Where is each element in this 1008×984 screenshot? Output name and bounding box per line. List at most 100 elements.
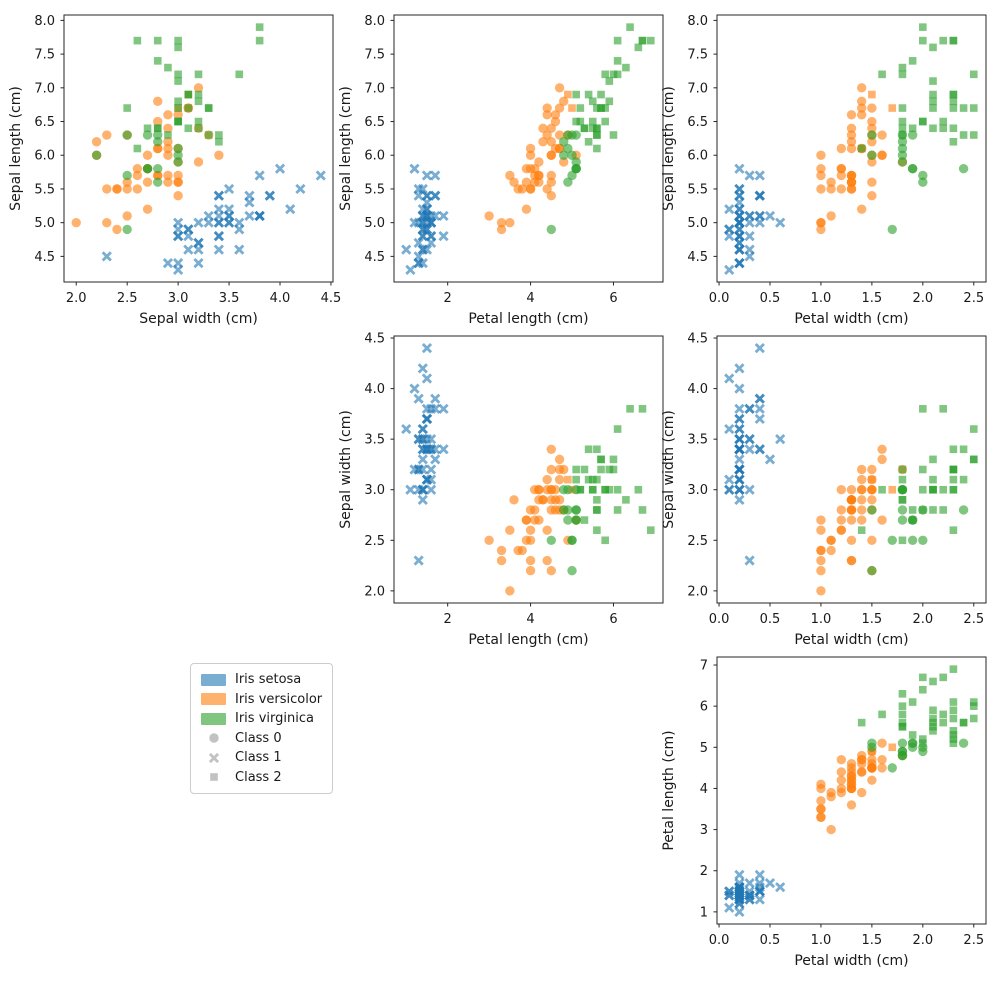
data-point	[816, 812, 826, 822]
data-point	[907, 515, 918, 525]
data-point	[734, 464, 745, 475]
data-point	[734, 258, 745, 269]
data-point	[173, 217, 184, 228]
data-point	[744, 434, 755, 445]
data-point	[538, 137, 548, 147]
data-point	[959, 131, 968, 139]
data-point	[122, 170, 132, 181]
class1-x-marker-icon	[199, 750, 229, 766]
legend-label: Iris setosa	[235, 672, 302, 688]
y-tick-label: 6.5	[364, 115, 385, 130]
data-point	[959, 104, 968, 112]
data-point	[546, 190, 556, 201]
data-point	[421, 373, 433, 384]
data-point	[184, 104, 193, 112]
data-point	[234, 224, 245, 235]
data-point	[534, 177, 544, 187]
data-point	[929, 722, 937, 731]
data-point	[877, 754, 887, 765]
data-point	[559, 137, 569, 147]
data-point	[856, 474, 867, 485]
data-point	[724, 890, 735, 901]
data-point	[593, 104, 601, 112]
data-point	[567, 130, 577, 140]
data-point	[775, 217, 786, 228]
data-point	[405, 484, 416, 495]
data-point	[969, 702, 978, 710]
data-point	[513, 545, 523, 556]
data-point	[554, 130, 565, 140]
axes-frame	[63, 14, 334, 283]
data-point	[601, 117, 609, 126]
data-point	[775, 882, 786, 893]
data-point	[567, 150, 577, 160]
data-point	[102, 184, 112, 194]
data-point	[949, 526, 958, 534]
data-point	[734, 494, 745, 505]
y-tick-label: 5.5	[34, 182, 55, 197]
data-point	[417, 454, 428, 465]
data-point	[898, 104, 907, 112]
data-point	[816, 545, 826, 556]
data-point	[816, 150, 826, 160]
data-point	[546, 535, 556, 545]
data-point	[898, 690, 907, 698]
data-point	[609, 70, 618, 79]
y-tick-label: 8.0	[687, 14, 708, 29]
data-point	[826, 824, 836, 835]
data-point	[867, 150, 877, 160]
data-point	[898, 496, 907, 504]
data-point	[929, 455, 937, 464]
data-point	[949, 714, 958, 723]
data-point	[867, 116, 877, 127]
data-points	[724, 23, 978, 275]
y-tick-label: 5.0	[34, 216, 55, 231]
x-tick-label: 4.5	[321, 291, 342, 306]
data-point	[193, 217, 204, 228]
data-point	[525, 143, 536, 154]
data-point	[550, 116, 561, 127]
data-point	[421, 444, 433, 455]
subplot-petal-width-vs-petal-length: 0.0 0.5 1.0 1.5 2.0 2.5 Petal width (cm) 1 2 3 4 5 6…	[655, 643, 1008, 984]
data-point	[826, 535, 836, 545]
data-point	[816, 779, 826, 790]
y-axis-label: Petal length (cm)	[661, 730, 677, 850]
data-point	[734, 217, 745, 228]
data-point	[601, 536, 609, 545]
data-point	[122, 177, 132, 187]
data-point	[142, 164, 153, 174]
data-point	[538, 123, 548, 133]
data-point	[193, 83, 204, 93]
data-point	[857, 718, 866, 727]
data-point	[949, 36, 958, 45]
data-point	[235, 70, 244, 79]
legend-swatch-canvas	[201, 673, 226, 686]
x-tick-label: 2.5	[963, 612, 984, 627]
data-point	[867, 130, 877, 140]
data-point	[734, 403, 745, 414]
legend-label: Class 2	[235, 769, 282, 785]
axes-frame	[716, 14, 987, 283]
data-point	[163, 123, 173, 133]
data-point	[867, 464, 877, 475]
data-point	[546, 137, 556, 147]
data-point	[173, 143, 183, 154]
data-point	[846, 759, 857, 769]
data-point	[897, 150, 908, 160]
data-point	[609, 131, 618, 139]
data-point	[907, 130, 918, 140]
data-point	[929, 506, 937, 514]
legend-label: Iris versicolor	[235, 691, 323, 707]
data-point	[898, 536, 907, 545]
legend-swatch-canvas	[210, 773, 218, 782]
data-point	[601, 485, 609, 494]
data-point	[949, 104, 958, 112]
data-point	[554, 495, 565, 505]
data-point	[255, 36, 264, 45]
data-point	[754, 869, 765, 880]
data-point	[254, 210, 265, 222]
data-point	[816, 804, 826, 814]
data-point	[572, 465, 580, 474]
data-point	[505, 586, 515, 596]
data-point	[173, 190, 183, 201]
